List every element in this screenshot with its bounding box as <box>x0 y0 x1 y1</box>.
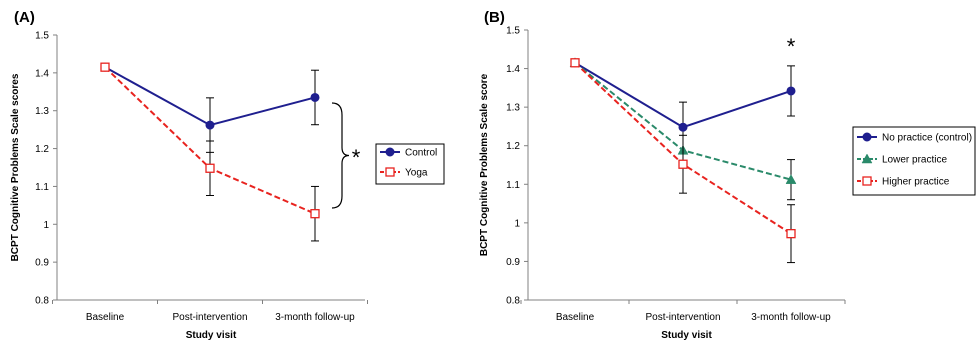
data-point <box>570 58 580 68</box>
x-axis-title: Study visit <box>661 330 712 341</box>
data-point <box>678 122 688 132</box>
y-tick-label: 1.4 <box>35 68 49 79</box>
x-tick-label: Post-intervention <box>172 312 247 323</box>
x-axis-title: Study visit <box>186 330 237 341</box>
y-tick-label: 1.5 <box>35 31 49 42</box>
legend-marker <box>385 167 395 177</box>
legend-label: Lower practice <box>882 155 947 166</box>
data-point <box>310 92 320 102</box>
y-tick-label: 1.1 <box>506 180 520 191</box>
y-tick-label: 1.3 <box>35 106 49 117</box>
chart-panel-a: (A) 0.8 0.9 1 1.1 1.2 1.3 1.4 1.5 Baseline Post-in… <box>10 9 445 341</box>
legend-marker <box>861 153 873 164</box>
x-tick-label: Baseline <box>86 312 125 323</box>
legend-label: Yoga <box>405 168 428 179</box>
x-tick-label: 3-month follow-up <box>751 312 831 323</box>
chart-panel-b: (B) 0.8 0.9 1 1.1 1.2 1.3 1.4 1.5 Baseline Post-in… <box>479 9 976 341</box>
y-tick-label: 1 <box>514 218 520 229</box>
legend-marker <box>385 147 395 157</box>
significance-bracket <box>331 102 350 209</box>
data-point <box>678 159 688 169</box>
data-point <box>310 209 320 219</box>
y-tick-label: 1 <box>43 220 49 231</box>
data-point <box>786 86 796 96</box>
y-tick-label: 0.8 <box>506 296 520 307</box>
x-tick-label: 3-month follow-up <box>275 312 355 323</box>
y-tick-label: 0.9 <box>35 258 49 269</box>
legend-label: Higher practice <box>882 177 950 188</box>
data-point <box>205 163 215 173</box>
panel-label: (B) <box>484 9 505 26</box>
y-tick-label: 1.5 <box>506 26 520 37</box>
y-tick-label: 1.2 <box>506 141 520 152</box>
data-point <box>786 229 796 239</box>
y-tick-label: 0.8 <box>35 296 49 307</box>
y-tick-label: 0.9 <box>506 257 520 268</box>
legend-box <box>852 126 976 196</box>
y-tick-label: 1.2 <box>35 144 49 155</box>
significance-star: * <box>352 145 361 170</box>
legend-marker <box>862 132 872 142</box>
legend-marker <box>862 176 872 186</box>
legend-label: No practice (control) <box>882 133 972 144</box>
panel-label: (A) <box>14 9 35 26</box>
legend-label: Control <box>405 148 437 159</box>
x-tick-label: Baseline <box>556 312 595 323</box>
y-axis-title: BCPT Cognitive Problems Scale score <box>479 73 490 256</box>
y-tick-label: 1.4 <box>506 64 520 75</box>
significance-star: * <box>787 34 796 59</box>
data-point <box>100 62 110 72</box>
data-point <box>785 174 797 184</box>
x-tick-label: Post-intervention <box>645 312 720 323</box>
data-point <box>205 120 215 130</box>
y-tick-label: 1.1 <box>35 182 49 193</box>
y-axis-title: BCPT Cognitive Problems Scale scores <box>10 73 21 261</box>
y-tick-label: 1.3 <box>506 103 520 114</box>
